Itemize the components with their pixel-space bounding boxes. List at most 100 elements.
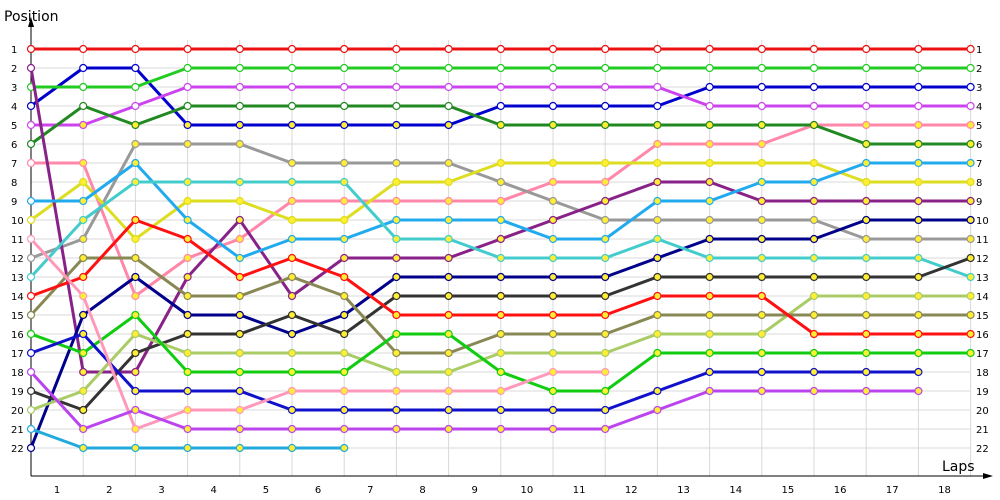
y-tick-label: 4 [976,102,982,113]
data-point [601,196,610,206]
data-point [26,405,36,415]
data-point [966,253,975,263]
data-point [548,120,558,130]
data-point [340,177,349,187]
data-point [601,44,610,54]
data-point [79,329,88,339]
x-tick-label: 6 [315,485,321,496]
data-point [183,272,192,282]
data-point [131,386,140,396]
data-point [183,443,192,453]
data-point [809,196,819,206]
data-point [287,101,297,111]
x-axis-title: Laps [942,459,975,475]
data-point [862,234,871,244]
series-line [30,332,919,412]
data-point [966,234,975,244]
data-point [966,291,975,301]
data-point [235,177,244,187]
data-point [496,101,505,111]
series-line [29,370,919,431]
data-point [340,386,349,396]
data-point [914,177,923,187]
data-point [862,329,871,339]
data-point [862,196,871,206]
data-point [340,348,349,358]
data-point [966,310,975,320]
data-point [914,310,923,320]
data-point [705,177,714,187]
data-point [26,101,36,111]
data-point [757,291,766,301]
y-tick-label: 21 [11,425,24,436]
data-point [444,329,453,339]
x-tick-label: 2 [106,485,112,496]
data-point [548,253,558,263]
data-point [914,196,923,206]
data-point [653,139,662,149]
data-point [340,405,349,415]
data-point [548,158,558,168]
data-point [862,63,871,73]
data-point [653,215,662,225]
data-point [705,291,714,301]
data-point [183,82,192,92]
data-point [548,82,558,92]
data-point [444,405,453,415]
series-8 [26,158,975,244]
data-point [653,405,662,415]
data-point [496,405,505,415]
data-point [183,215,192,225]
data-point [26,310,36,320]
data-point [340,424,349,434]
data-point [862,348,871,358]
series-6 [26,101,975,149]
series-19 [26,234,610,434]
data-point [340,215,349,225]
data-point [183,44,192,54]
data-point [862,158,871,168]
data-point [809,44,819,54]
data-point [966,329,975,339]
data-point [444,177,453,187]
data-point [235,272,244,282]
data-point [705,82,714,92]
data-point [653,272,662,282]
data-point [966,272,975,282]
y-tick-label: 22 [11,444,24,455]
series-10 [26,215,975,453]
data-point [235,120,244,130]
data-point [287,386,297,396]
data-point [183,177,192,187]
data-point [444,386,453,396]
data-point [705,234,714,244]
data-point [548,101,558,111]
data-point [444,310,453,320]
data-point [79,348,88,358]
series-21 [26,424,349,453]
data-point [966,44,975,54]
data-point [26,158,36,168]
data-point [131,177,140,187]
series-lines [26,44,975,453]
data-point [287,82,297,92]
data-point [287,424,297,434]
data-point [79,367,88,377]
data-point [496,82,505,92]
y-tick-label: 19 [976,387,989,398]
data-point [287,234,297,244]
data-point [809,215,819,225]
data-point [653,329,662,339]
y-tick-label: 11 [11,235,24,246]
data-point [757,215,766,225]
data-point [444,234,453,244]
data-point [79,424,88,434]
data-point [966,82,975,92]
data-point [183,348,192,358]
y-tick-label: 12 [11,254,24,265]
x-tick-label: 3 [158,485,164,496]
data-point [548,424,558,434]
y-tick-label: 2 [11,64,17,75]
data-point [601,310,610,320]
